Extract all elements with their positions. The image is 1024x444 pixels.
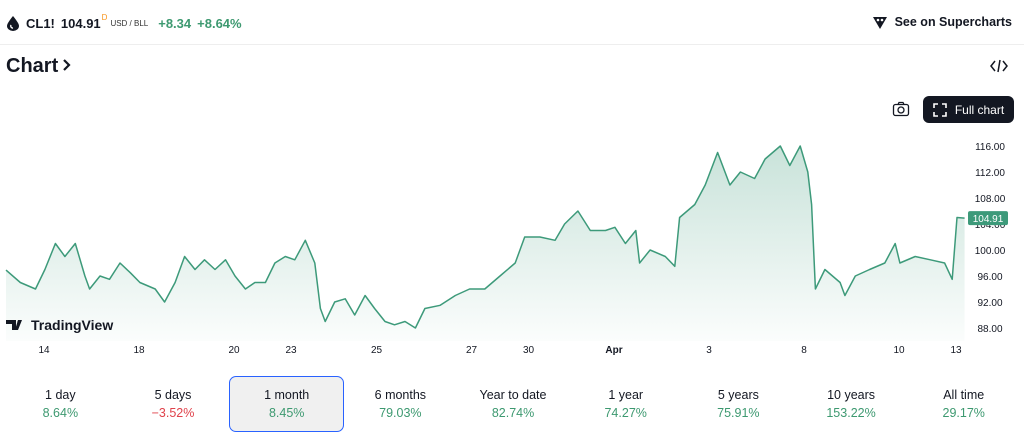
period-change: 75.91% xyxy=(717,406,760,420)
period-label: 5 days xyxy=(154,388,192,402)
change-percent: +8.64% xyxy=(197,15,242,31)
period-button[interactable]: 1 day 8.64% xyxy=(4,376,117,432)
period-label: Year to date xyxy=(479,388,547,402)
y-tick-label: 112.00 xyxy=(975,168,1005,179)
x-tick-label: 14 xyxy=(38,345,50,356)
period-selector: 1 day 8.64% 5 days −3.52% 1 month 8.45% 6 mont… xyxy=(4,376,1020,432)
period-button[interactable]: 5 years 75.91% xyxy=(682,376,795,432)
period-label: 1 month xyxy=(264,388,310,402)
section-title[interactable]: Chart xyxy=(6,55,73,78)
y-tick-label: 88.00 xyxy=(977,324,1002,335)
y-tick-label: 104.00 xyxy=(975,220,1006,231)
chart: 88.00 92.00 96.00 100.00 104.00 108.00 112.00 1… xyxy=(5,142,1008,356)
period-button[interactable]: 5 days −3.52% xyxy=(117,376,230,432)
y-tick-label: 96.00 xyxy=(977,272,1002,283)
full-chart-button[interactable]: Full chart xyxy=(923,96,1014,123)
full-chart-text: Full chart xyxy=(954,102,1005,117)
price-line xyxy=(5,145,965,329)
period-change: 74.27% xyxy=(604,406,647,420)
last-price-box xyxy=(968,211,1008,226)
period-button[interactable]: 6 months 79.03% xyxy=(344,376,457,432)
x-tick-label: Apr xyxy=(605,345,622,356)
price-superscript: D xyxy=(101,13,108,22)
period-label: 6 months xyxy=(374,388,427,402)
symbol-header: CL1! 104.91 D USD / BLL +8.34 +8.64% xyxy=(6,12,242,34)
x-tick-label: 3 xyxy=(706,345,712,356)
period-change: 79.03% xyxy=(379,406,422,420)
x-tick-label: 10 xyxy=(893,345,905,356)
period-change: 29.17% xyxy=(942,406,985,420)
y-tick-label: 116.00 xyxy=(975,142,1005,153)
section-title-text: Chart xyxy=(6,55,59,77)
y-tick-label: 92.00 xyxy=(977,298,1002,309)
period-label: All time xyxy=(943,388,985,402)
period-button[interactable]: Year to date 82.74% xyxy=(457,376,570,432)
period-label: 5 years xyxy=(717,388,759,402)
chevron xyxy=(63,59,71,71)
period-change: 8.64% xyxy=(42,406,79,420)
x-tick-label: 27 xyxy=(466,345,478,356)
period-change: 153.22% xyxy=(826,406,876,420)
y-tick-label: 108.00 xyxy=(975,194,1006,205)
period-button[interactable]: 1 year 74.27% xyxy=(569,376,682,432)
price: 104.91 xyxy=(60,15,101,31)
period-button[interactable]: 10 years 153.22% xyxy=(795,376,908,432)
last-price-label: 104.91 xyxy=(973,214,1004,225)
period-label: 10 years xyxy=(827,388,876,402)
expand-icon xyxy=(933,102,947,117)
y-tick-label: 100.00 xyxy=(975,246,1006,257)
x-tick-label: 20 xyxy=(228,345,240,356)
symbol: CL1! xyxy=(26,15,55,31)
period-label: 1 day xyxy=(45,388,76,402)
supercharts-icon xyxy=(872,17,887,29)
period-label: 1 year xyxy=(608,388,644,402)
supercharts-link[interactable]: See on Supercharts xyxy=(872,14,1012,30)
period-button[interactable]: 1 month 8.45% xyxy=(229,376,345,432)
drop-icon xyxy=(7,16,19,31)
x-tick-label: 23 xyxy=(285,345,297,356)
period-change: 82.74% xyxy=(491,406,535,420)
area-fill xyxy=(6,146,965,341)
embed-icon[interactable] xyxy=(990,58,1008,74)
period-button[interactable]: All time 29.17% xyxy=(907,376,1020,432)
divider xyxy=(0,44,1024,45)
change: +8.34 xyxy=(158,15,192,31)
period-change: −3.52% xyxy=(151,406,195,420)
camera-icon[interactable] xyxy=(892,101,910,117)
currency: USD / BLL xyxy=(110,18,149,28)
watermark: TradingView xyxy=(31,317,113,333)
x-tick-label: 30 xyxy=(523,345,535,356)
x-tick-label: 25 xyxy=(371,345,383,356)
x-tick-label: 18 xyxy=(133,345,145,356)
x-tick-label: 8 xyxy=(801,345,807,356)
supercharts-text: See on Supercharts xyxy=(894,15,1012,29)
x-tick-label: 13 xyxy=(950,345,962,356)
period-change: 8.45% xyxy=(268,406,305,420)
tv-logo: TradingView xyxy=(6,317,113,333)
